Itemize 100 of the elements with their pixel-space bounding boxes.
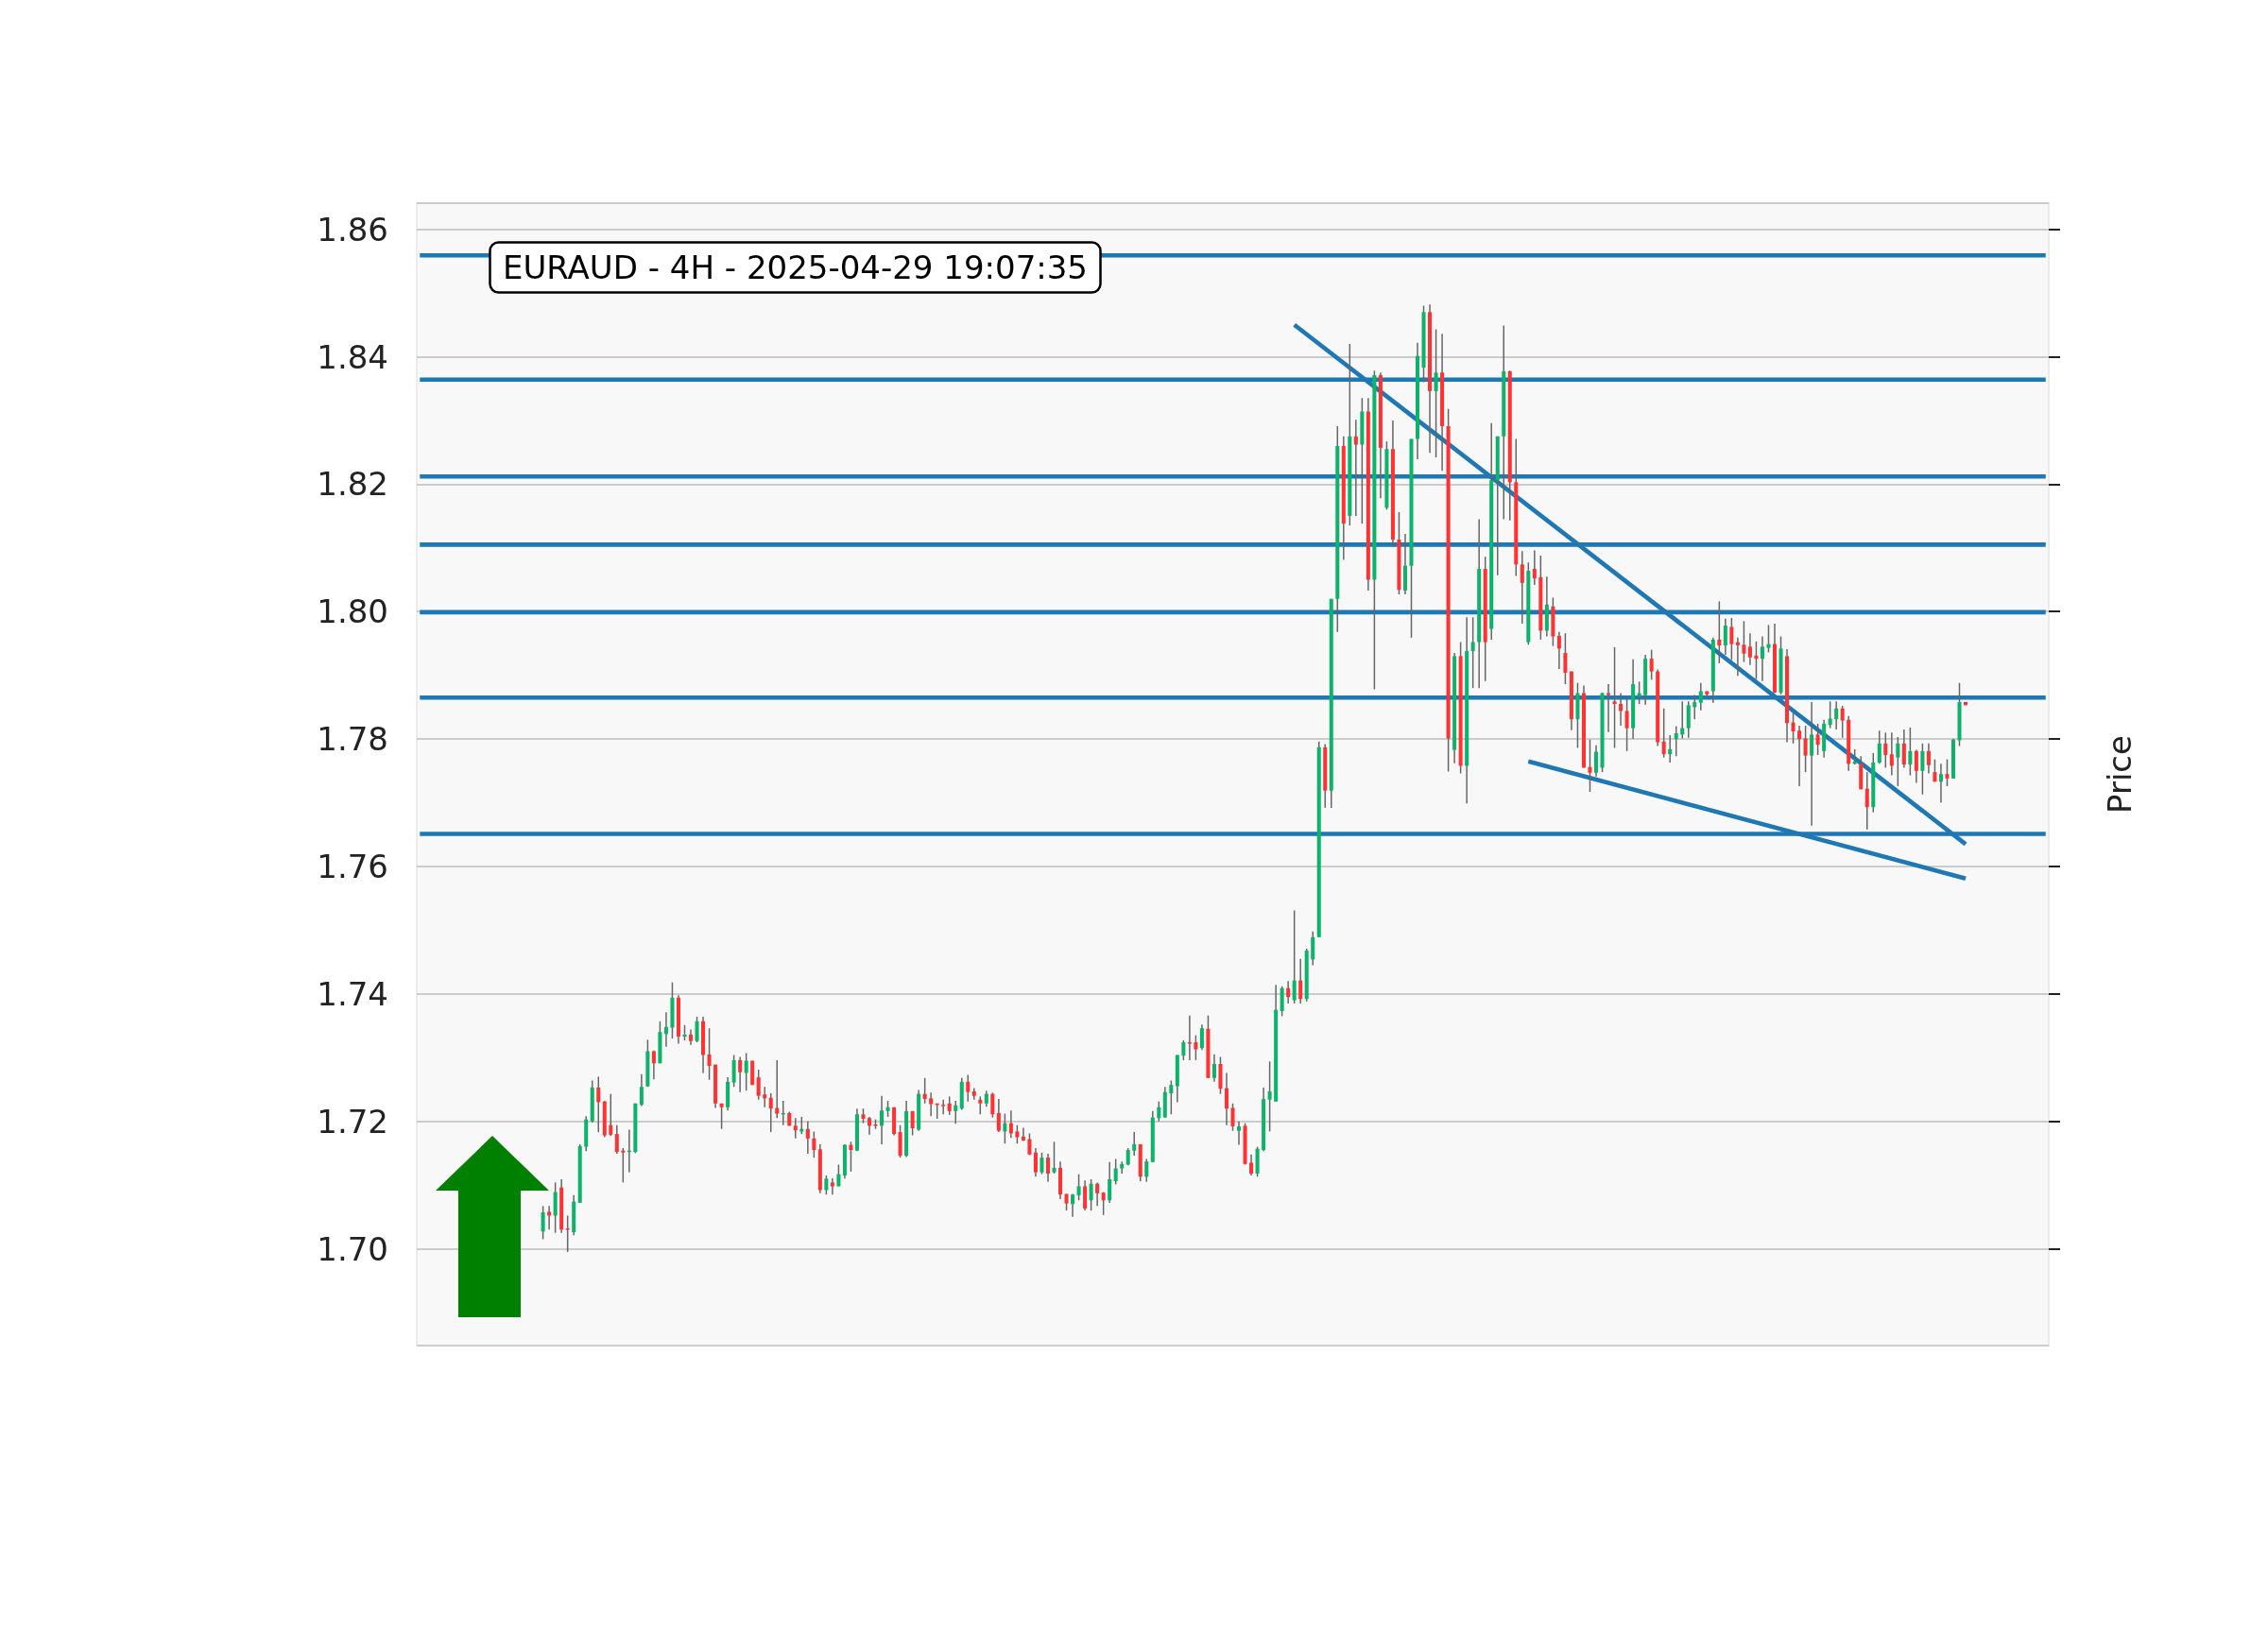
candlestick bbox=[541, 1205, 545, 1241]
candlestick bbox=[996, 1098, 1001, 1133]
candlestick bbox=[1076, 1173, 1081, 1202]
candlestick bbox=[1083, 1179, 1088, 1211]
candlestick bbox=[1211, 1054, 1216, 1083]
candlestick bbox=[614, 1124, 619, 1155]
candlestick bbox=[1194, 1034, 1198, 1061]
candlestick bbox=[1052, 1141, 1057, 1175]
candlestick bbox=[1040, 1151, 1044, 1175]
candlestick bbox=[663, 1011, 668, 1048]
y-tick-label: 1.80 bbox=[317, 592, 388, 631]
candlestick bbox=[695, 1016, 699, 1043]
candlestick bbox=[867, 1116, 872, 1136]
y-tick-label: 1.76 bbox=[317, 847, 388, 885]
candlestick bbox=[1729, 617, 1734, 661]
candlestick bbox=[1199, 1023, 1204, 1051]
candlestick bbox=[1803, 725, 1808, 773]
candlestick bbox=[910, 1110, 915, 1137]
candlestick bbox=[1113, 1158, 1118, 1186]
candlestick bbox=[1649, 648, 1654, 681]
candlestick bbox=[1840, 705, 1845, 739]
candlestick bbox=[1815, 723, 1820, 756]
candlestick bbox=[1619, 692, 1624, 727]
candlestick bbox=[1877, 729, 1881, 765]
y-tick-label: 1.70 bbox=[317, 1229, 388, 1268]
candlestick bbox=[1797, 725, 1802, 787]
candlestick bbox=[1698, 681, 1703, 712]
candlestick bbox=[1612, 646, 1617, 749]
candlestick bbox=[1674, 725, 1678, 758]
candlestick bbox=[1187, 1014, 1192, 1061]
candlestick bbox=[966, 1073, 971, 1103]
candlestick bbox=[978, 1095, 983, 1115]
candlestick bbox=[1588, 739, 1592, 793]
candlestick bbox=[1132, 1131, 1137, 1157]
candlestick bbox=[1864, 771, 1869, 831]
candlestick bbox=[1015, 1124, 1020, 1144]
candlestick bbox=[1593, 745, 1599, 778]
candlestick bbox=[1926, 743, 1931, 775]
candlestick bbox=[812, 1130, 816, 1158]
candlestick bbox=[1742, 620, 1746, 663]
candlestick bbox=[738, 1055, 743, 1093]
candlestick bbox=[707, 1027, 712, 1081]
candlestick bbox=[1723, 617, 1727, 656]
candlestick bbox=[1901, 729, 1906, 769]
candlestick bbox=[1668, 734, 1673, 764]
candlestick bbox=[830, 1176, 834, 1195]
candlestick bbox=[1230, 1103, 1235, 1132]
candlestick bbox=[805, 1120, 810, 1155]
candlestick bbox=[1896, 736, 1900, 787]
candlestick bbox=[651, 1050, 656, 1080]
y-tick-label: 1.86 bbox=[317, 210, 388, 249]
candlestick bbox=[1766, 624, 1771, 654]
candlestick bbox=[1692, 694, 1697, 720]
candlestick bbox=[1071, 1192, 1075, 1218]
candlestick bbox=[775, 1059, 780, 1120]
candlestick bbox=[1747, 632, 1752, 666]
candlestick bbox=[1292, 909, 1297, 1004]
candlestick bbox=[1311, 930, 1315, 967]
candlestick bbox=[1717, 600, 1722, 664]
y-tick-label: 1.74 bbox=[317, 974, 388, 1013]
candlestick bbox=[1945, 758, 1950, 787]
y-tick-label: 1.72 bbox=[317, 1102, 388, 1141]
candlestick bbox=[768, 1092, 773, 1133]
candlestick bbox=[1008, 1109, 1013, 1139]
candlestick bbox=[941, 1098, 946, 1115]
text: EURAUD - 4H - 2025-04-29 19:07:35 bbox=[503, 249, 1089, 286]
candlestick bbox=[719, 1103, 724, 1130]
candlestick bbox=[1914, 748, 1918, 784]
candlestick bbox=[1606, 683, 1611, 733]
candlestick bbox=[1828, 700, 1832, 729]
candlestick bbox=[1237, 1120, 1242, 1146]
candlestick bbox=[1624, 697, 1629, 752]
y-tick-label: 1.82 bbox=[317, 465, 388, 504]
y-tick-label: 1.84 bbox=[317, 337, 388, 376]
y-axis-title: Price bbox=[2101, 735, 2139, 814]
candlestick bbox=[1563, 632, 1568, 685]
candlestick bbox=[929, 1091, 934, 1118]
candlestick bbox=[1908, 727, 1913, 777]
candlestick bbox=[922, 1077, 927, 1105]
candlestick bbox=[1661, 707, 1666, 759]
candlestick bbox=[1298, 957, 1303, 1004]
candlestick bbox=[744, 1052, 748, 1092]
candlestick bbox=[1003, 1112, 1007, 1144]
candlestick bbox=[1889, 731, 1894, 777]
candlestick bbox=[1169, 1079, 1174, 1115]
candlestick bbox=[1224, 1072, 1228, 1126]
y-tick-label: 1.78 bbox=[317, 720, 388, 759]
candlestick bbox=[639, 1073, 644, 1107]
candlestick bbox=[1267, 1060, 1272, 1133]
candlestick bbox=[990, 1091, 995, 1119]
candlestick bbox=[1883, 731, 1888, 769]
candlestick bbox=[547, 1205, 552, 1231]
candlestick bbox=[824, 1175, 829, 1195]
candlestick bbox=[849, 1141, 853, 1173]
candlestick bbox=[1810, 701, 1814, 827]
candlestick bbox=[763, 1086, 767, 1108]
candlestick bbox=[1108, 1161, 1112, 1204]
candlestick bbox=[1144, 1158, 1149, 1183]
candlestick bbox=[1101, 1191, 1106, 1216]
candlestick bbox=[1181, 1039, 1186, 1061]
